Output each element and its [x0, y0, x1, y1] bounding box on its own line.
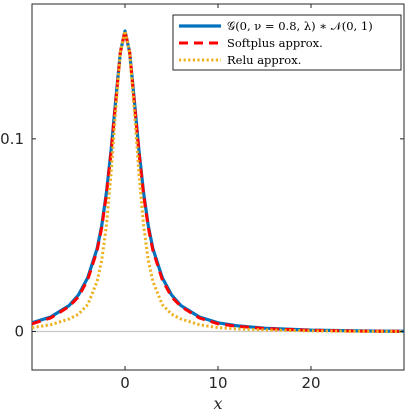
legend-label-1: 𝒢(0, ν = 0.8, λ) ∗ 𝒩(0, 1): [227, 19, 373, 33]
y-tick-label: 0.1: [0, 130, 24, 148]
x-tick-label: 0: [120, 374, 130, 392]
axes: 0 10 20 0 0.1 x: [0, 4, 404, 413]
legend-label-3: Relu approx.: [227, 53, 301, 67]
series-line-1: [31, 29, 405, 333]
plot-area: [31, 29, 405, 333]
x-tick-label: 20: [301, 374, 320, 392]
x-axis-label: x: [213, 394, 222, 413]
legend: 𝒢(0, ν = 0.8, λ) ∗ 𝒩(0, 1) Softplus appro…: [172, 14, 402, 71]
x-tick-label: 10: [208, 374, 227, 392]
series-line-2: [31, 29, 405, 333]
legend-label-2: Softplus approx.: [227, 36, 323, 50]
y-tick-label: 0: [14, 322, 24, 340]
series-line-3: [31, 29, 405, 333]
